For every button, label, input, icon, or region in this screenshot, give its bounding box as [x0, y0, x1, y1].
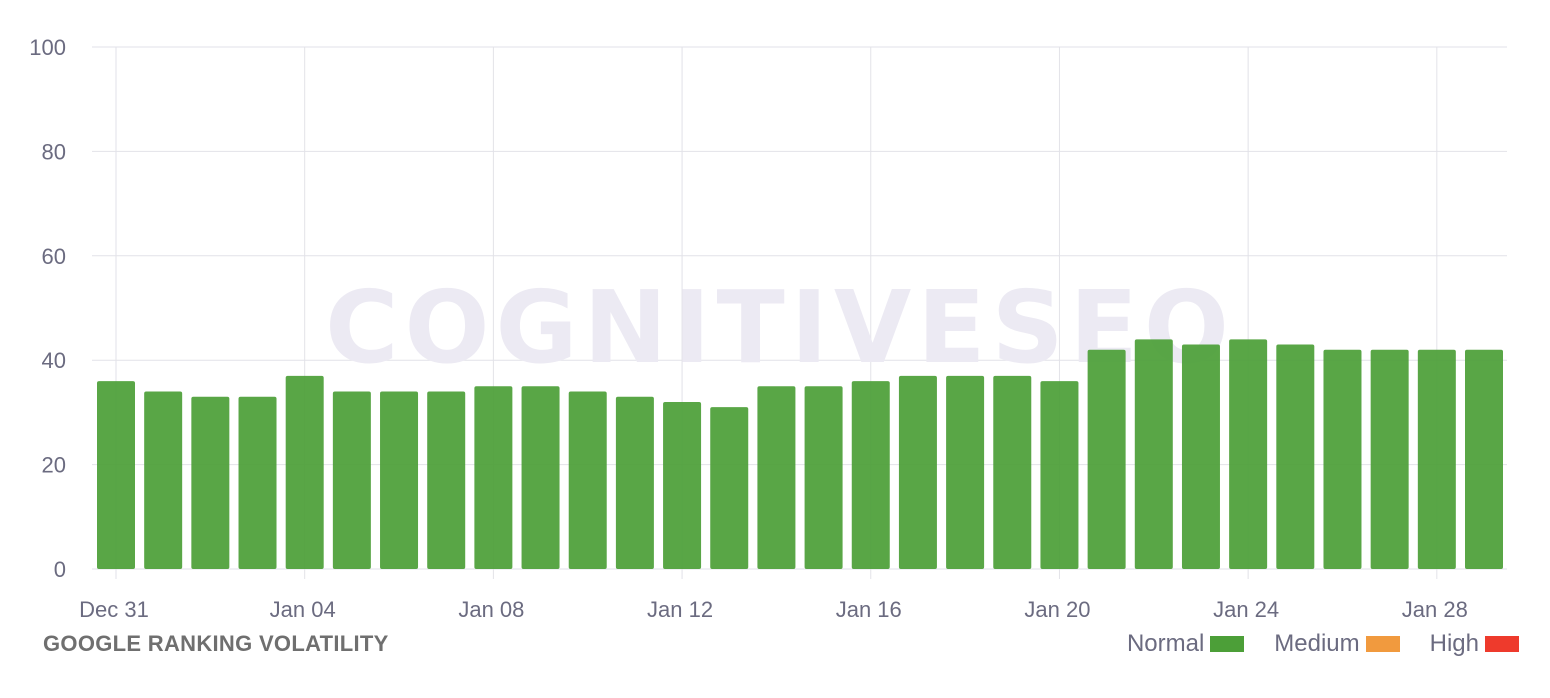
- volatility-chart: COGNITIVESEO 0 20 40 60 80 100 Dec 31 Jan 04 Ja…: [29, 35, 1507, 622]
- y-tick-label: 60: [42, 244, 66, 269]
- y-tick-label: 80: [42, 139, 66, 164]
- bar[interactable]: [568, 391, 607, 569]
- bar[interactable]: [427, 391, 466, 569]
- bar[interactable]: [332, 391, 371, 569]
- bar[interactable]: [191, 396, 230, 569]
- bar[interactable]: [1040, 381, 1079, 569]
- bar[interactable]: [1134, 339, 1173, 569]
- bars: [97, 339, 1503, 569]
- legend-label-high: High: [1429, 630, 1479, 657]
- y-tick-label: 20: [42, 453, 66, 478]
- bar[interactable]: [521, 386, 560, 569]
- bar[interactable]: [380, 391, 419, 569]
- bar[interactable]: [1323, 349, 1362, 569]
- legend-item-high[interactable]: High: [1430, 630, 1519, 658]
- legend-swatch-high: [1485, 636, 1519, 652]
- legend-item-normal[interactable]: Normal: [1126, 630, 1245, 658]
- legend-label-medium: Medium: [1274, 630, 1360, 657]
- x-tick-label: Jan 24: [1213, 597, 1279, 622]
- bar[interactable]: [757, 386, 796, 569]
- bar[interactable]: [898, 375, 937, 569]
- y-tick-label: 100: [29, 35, 66, 60]
- chart-title: GOOGLE RANKING VOLATILITY: [43, 631, 389, 656]
- bar[interactable]: [238, 396, 277, 569]
- legend-label-normal: Normal: [1126, 630, 1205, 657]
- bar[interactable]: [97, 381, 135, 569]
- bar[interactable]: [1370, 349, 1409, 569]
- bar[interactable]: [1276, 344, 1315, 569]
- x-axis-ticks: Dec 31 Jan 04 Jan 08 Jan 12 Jan 16 Jan 20 Jan …: [79, 597, 1468, 622]
- x-tick-label: Jan 04: [270, 597, 336, 622]
- bar[interactable]: [285, 375, 324, 569]
- x-tick-label: Jan 16: [836, 597, 902, 622]
- y-tick-label: 0: [54, 557, 66, 582]
- x-tick-label: Jan 12: [647, 597, 713, 622]
- x-tick-label: Jan 28: [1402, 597, 1468, 622]
- bar[interactable]: [1465, 349, 1503, 569]
- legend: Normal Medium High: [1097, 630, 1519, 658]
- bar[interactable]: [474, 386, 513, 569]
- watermark: COGNITIVESEO: [325, 269, 1235, 386]
- bar[interactable]: [710, 407, 749, 569]
- bar[interactable]: [144, 391, 183, 569]
- bar[interactable]: [804, 386, 843, 569]
- y-tick-label: 40: [42, 348, 66, 373]
- bar[interactable]: [1087, 349, 1126, 569]
- legend-swatch-medium: [1365, 636, 1400, 652]
- bar[interactable]: [1181, 344, 1220, 569]
- x-tick-label: Jan 20: [1024, 597, 1090, 622]
- bar[interactable]: [1229, 339, 1268, 569]
- bar[interactable]: [946, 375, 985, 569]
- legend-item-medium[interactable]: Medium: [1274, 630, 1400, 658]
- y-axis-ticks: 0 20 40 60 80 100: [29, 35, 66, 582]
- x-tick-label: Dec 31: [79, 597, 149, 622]
- bar[interactable]: [1417, 349, 1456, 569]
- bar[interactable]: [615, 396, 654, 569]
- bar[interactable]: [851, 381, 890, 569]
- x-tick-label: Jan 08: [458, 597, 524, 622]
- bar[interactable]: [993, 375, 1032, 569]
- bar[interactable]: [663, 401, 702, 569]
- legend-swatch-normal: [1210, 636, 1245, 652]
